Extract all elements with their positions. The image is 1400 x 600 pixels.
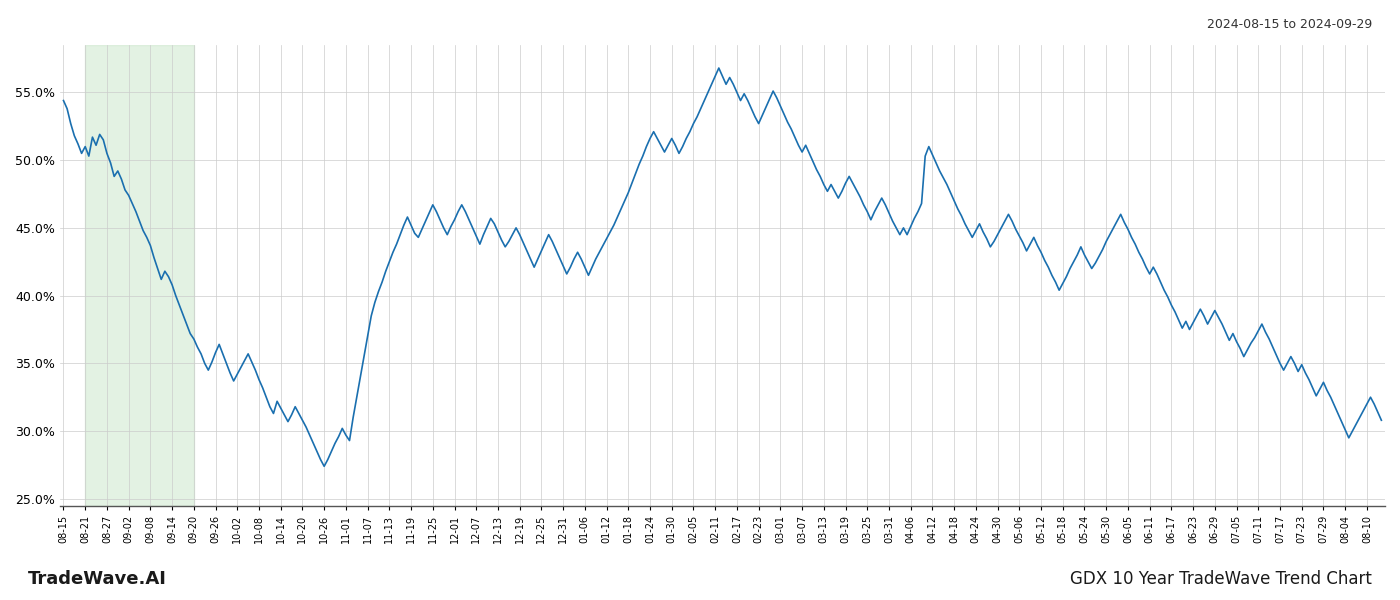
- Text: TradeWave.AI: TradeWave.AI: [28, 570, 167, 588]
- Bar: [85, 45, 193, 506]
- Text: 2024-08-15 to 2024-09-29: 2024-08-15 to 2024-09-29: [1207, 18, 1372, 31]
- Text: GDX 10 Year TradeWave Trend Chart: GDX 10 Year TradeWave Trend Chart: [1070, 570, 1372, 588]
